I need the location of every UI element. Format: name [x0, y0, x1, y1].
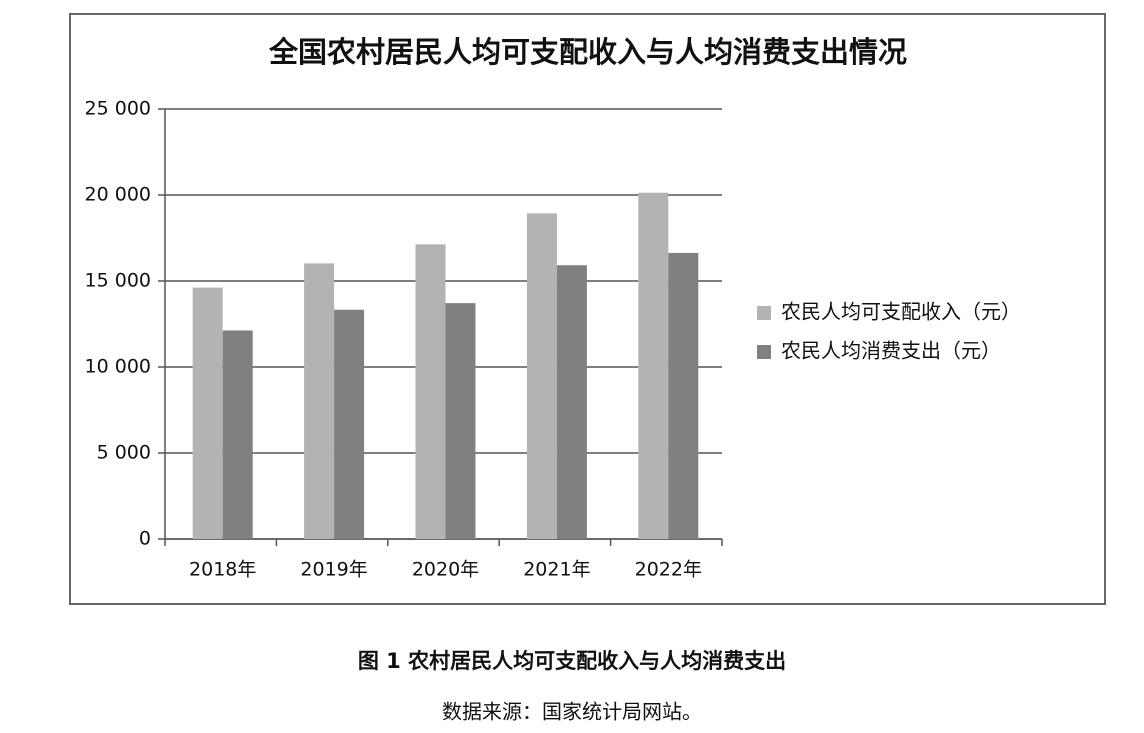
y-tick-label: 20 000: [85, 184, 151, 206]
y-tick-label: 10 000: [85, 356, 151, 378]
bar: [192, 287, 223, 539]
source-note: 数据来源：国家统计局网站。: [442, 700, 702, 724]
legend-swatch: [757, 345, 771, 359]
bar: [415, 244, 446, 539]
x-tick-label: 2019年: [300, 559, 367, 581]
bar: [334, 309, 365, 539]
bar: [526, 213, 557, 540]
y-tick-label: 15 000: [85, 270, 151, 292]
x-tick-label: 2018年: [189, 559, 256, 581]
bar: [638, 192, 669, 539]
bar: [445, 303, 476, 539]
bar: [668, 252, 699, 539]
y-tick-label: 5 000: [97, 442, 151, 464]
bar: [556, 265, 587, 539]
bar: [222, 330, 253, 539]
chart-frame: [69, 13, 1106, 605]
y-tick-label: 0: [139, 528, 151, 550]
bar: [304, 263, 335, 539]
x-tick-label: 2021年: [523, 559, 590, 581]
legend-label: 农民人均可支配收入（元）: [781, 300, 1021, 324]
figure-caption: 图 1 农村居民人均可支配收入与人均消费支出: [358, 649, 786, 673]
legend-label: 农民人均消费支出（元）: [781, 339, 1001, 363]
x-tick-label: 2022年: [635, 559, 702, 581]
y-tick-label: 25 000: [85, 98, 151, 120]
legend-swatch: [757, 306, 771, 320]
chart-title: 全国农村居民人均可支配收入与人均消费支出情况: [268, 35, 907, 69]
x-tick-label: 2020年: [412, 559, 479, 581]
